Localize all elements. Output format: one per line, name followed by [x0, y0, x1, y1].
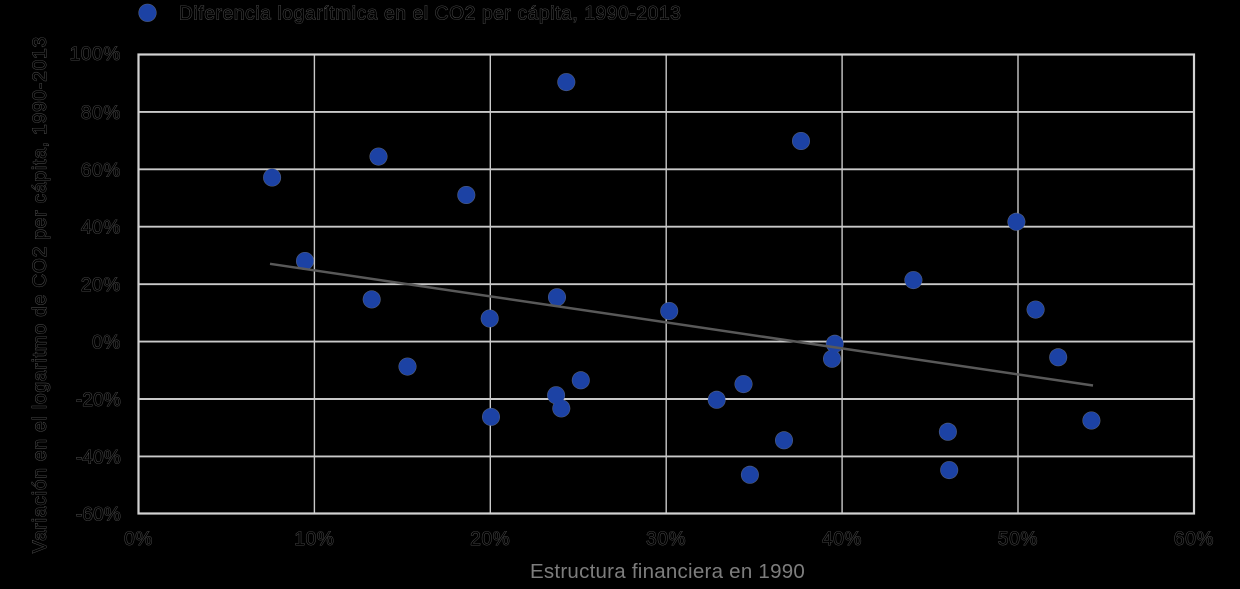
svg-text:Variación en el logaritmo de C: Variación en el logaritmo de CO2 per cáp…	[30, 36, 51, 553]
svg-text:-60%: -60%	[76, 505, 121, 526]
svg-text:80%: 80%	[81, 103, 121, 124]
svg-text:0%: 0%	[124, 529, 153, 550]
svg-text:50%: 50%	[998, 529, 1038, 550]
svg-text:100%: 100%	[70, 44, 121, 65]
svg-text:Estructura financiera en 1990: Estructura financiera en 1990	[530, 560, 805, 583]
svg-text:60%: 60%	[81, 160, 121, 181]
svg-text:Diferencia logarítmica en el C: Diferencia logarítmica en el CO2 per cáp…	[179, 4, 682, 25]
svg-text:0%: 0%	[92, 333, 121, 354]
svg-text:30%: 30%	[646, 529, 686, 550]
svg-text:20%: 20%	[81, 275, 121, 296]
svg-text:-40%: -40%	[76, 447, 121, 468]
svg-text:40%: 40%	[822, 529, 862, 550]
svg-text:40%: 40%	[81, 218, 121, 239]
svg-text:-20%: -20%	[76, 390, 121, 411]
svg-text:20%: 20%	[470, 529, 510, 550]
svg-text:60%: 60%	[1174, 529, 1214, 550]
svg-text:10%: 10%	[294, 529, 334, 550]
